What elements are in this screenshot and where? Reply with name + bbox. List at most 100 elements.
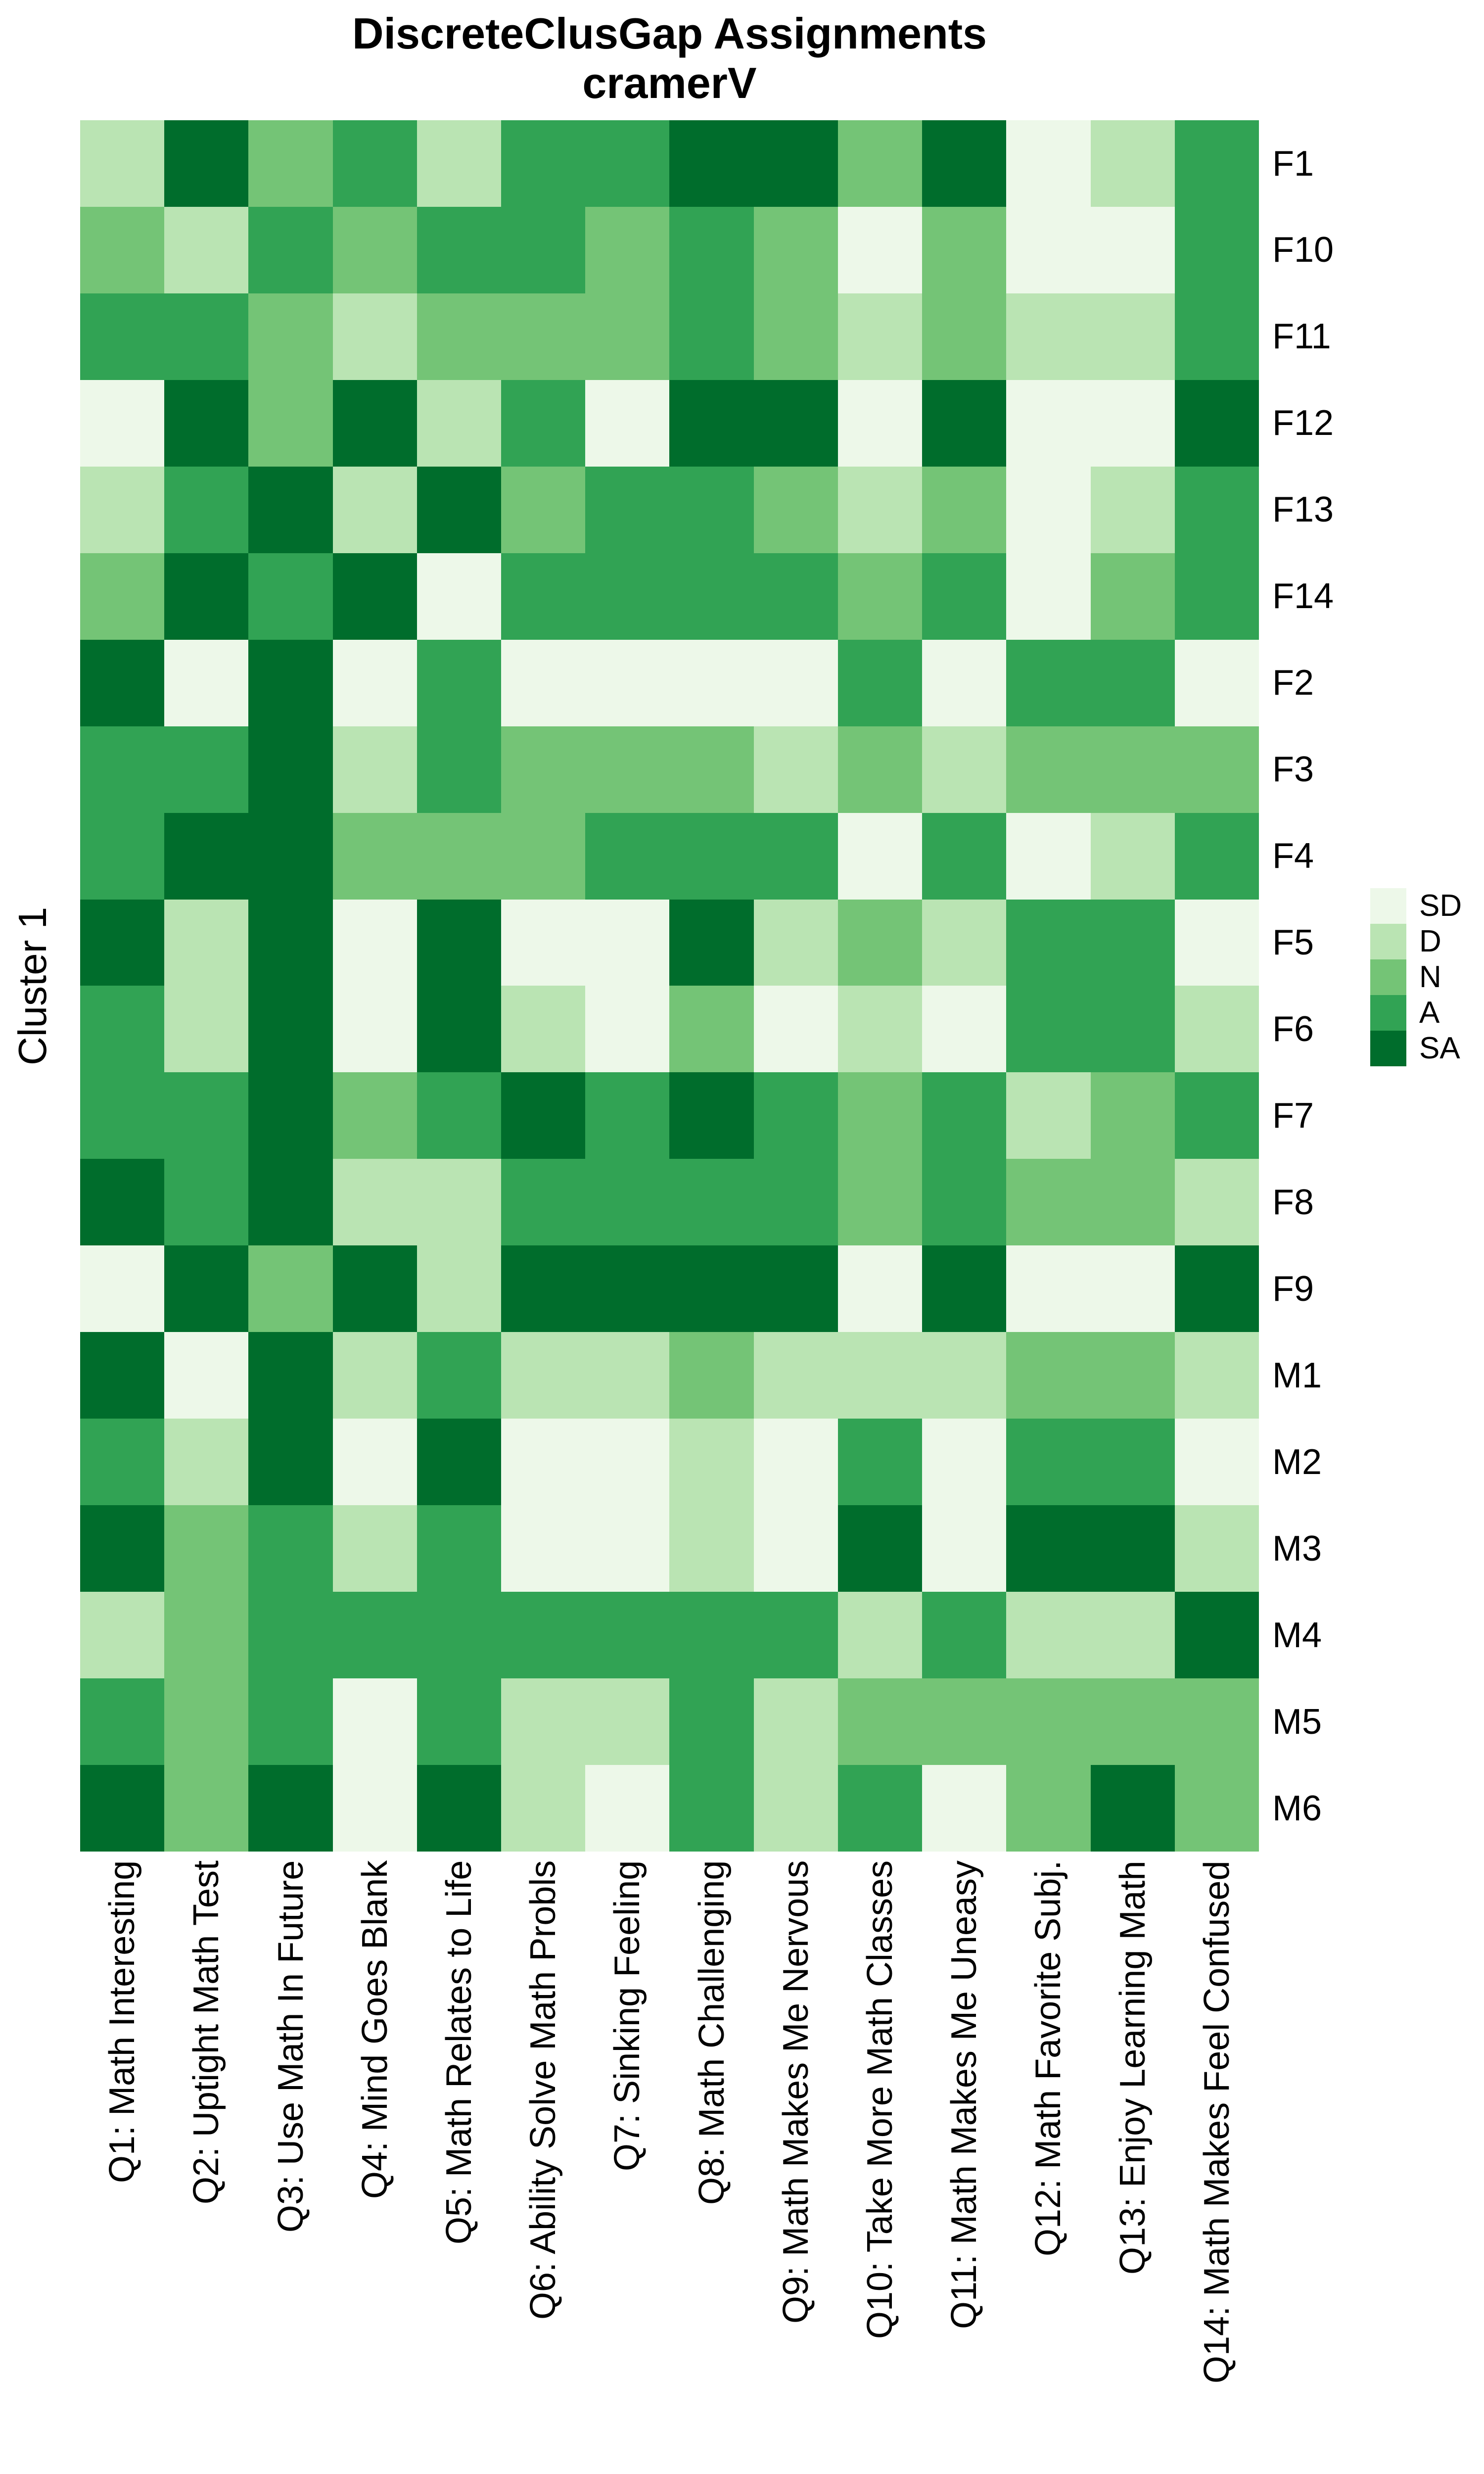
heatmap-cell: [922, 639, 1007, 726]
heatmap-cell: [332, 812, 417, 900]
row-label: F9: [1272, 1269, 1314, 1309]
heatmap-cell: [332, 1332, 417, 1419]
heatmap-cell: [164, 986, 249, 1073]
heatmap-cell: [80, 1678, 165, 1765]
heatmap-cell: [669, 293, 754, 380]
heatmap-cell: [332, 899, 417, 986]
heatmap-cell: [1090, 1332, 1175, 1419]
heatmap-cell: [164, 1592, 249, 1679]
heatmap-cell: [922, 380, 1007, 467]
heatmap-cell: [753, 812, 838, 900]
heatmap-cell: [501, 1765, 586, 1852]
heatmap-cell: [501, 466, 586, 553]
heatmap-cell: [1174, 120, 1259, 207]
heatmap-cell: [922, 553, 1007, 640]
heatmap-cell: [837, 1245, 923, 1332]
heatmap-cell: [585, 986, 670, 1073]
heatmap-cell: [332, 1419, 417, 1506]
row-label: F14: [1272, 576, 1334, 617]
row-label: F10: [1272, 230, 1334, 270]
heatmap-cell: [1090, 1072, 1175, 1159]
heatmap-cell: [248, 899, 333, 986]
heatmap-cell: [80, 553, 165, 640]
heatmap-cell: [1090, 120, 1175, 207]
heatmap-cell: [585, 1159, 670, 1246]
y-axis-title: Cluster 1: [10, 906, 54, 1065]
heatmap-cell: [669, 1159, 754, 1246]
heatmap-cell: [1090, 812, 1175, 900]
heatmap-cell: [332, 1592, 417, 1679]
heatmap-cell: [501, 726, 586, 813]
heatmap-cell: [1006, 1765, 1091, 1852]
heatmap-cell: [669, 120, 754, 207]
heatmap-cell: [1006, 1592, 1091, 1679]
row-label: F1: [1272, 143, 1314, 184]
heatmap-cell: [1174, 1678, 1259, 1765]
heatmap-cell: [332, 986, 417, 1073]
heatmap-cell: [922, 466, 1007, 553]
heatmap-cell: [837, 466, 923, 553]
legend-entry: D: [1370, 924, 1462, 959]
heatmap-cell: [922, 293, 1007, 380]
legend-key-swatch: [1370, 1031, 1406, 1066]
heatmap-cell: [1174, 553, 1259, 640]
column-label: Q9: Math Makes Me Nervous: [776, 1860, 816, 2324]
heatmap-cell: [248, 1159, 333, 1246]
heatmap-cell: [164, 1159, 249, 1246]
heatmap-cell: [164, 380, 249, 467]
heatmap-cell: [1006, 1159, 1091, 1246]
heatmap-cell: [753, 1678, 838, 1765]
heatmap-cell: [417, 553, 502, 640]
heatmap-cell: [669, 1332, 754, 1419]
row-label: M3: [1272, 1528, 1322, 1569]
heatmap-cell: [417, 1332, 502, 1419]
heatmap-cell: [585, 120, 670, 207]
heatmap-cell: [753, 986, 838, 1073]
heatmap-cell: [753, 1332, 838, 1419]
heatmap-cell: [248, 120, 333, 207]
heatmap-cell: [1090, 1592, 1175, 1679]
heatmap-cell: [837, 1159, 923, 1246]
heatmap-cell: [753, 466, 838, 553]
heatmap-cell: [417, 1592, 502, 1679]
heatmap-cell: [753, 1245, 838, 1332]
heatmap-cell: [669, 1419, 754, 1506]
heatmap-cell: [248, 293, 333, 380]
heatmap-cell: [669, 1765, 754, 1852]
heatmap-cell: [417, 1072, 502, 1159]
legend: SD D N A SA: [1370, 888, 1462, 1066]
heatmap-cell: [585, 466, 670, 553]
heatmap-cell: [1090, 466, 1175, 553]
row-label: F8: [1272, 1182, 1314, 1222]
row-label: M1: [1272, 1355, 1322, 1395]
row-label: M2: [1272, 1442, 1322, 1482]
heatmap-cell: [417, 293, 502, 380]
heatmap-cell: [417, 380, 502, 467]
heatmap-cell: [332, 1505, 417, 1592]
heatmap-cell: [1006, 380, 1091, 467]
heatmap-cell: [837, 899, 923, 986]
heatmap-cell: [332, 466, 417, 553]
heatmap-cell: [753, 120, 838, 207]
heatmap-cell: [1090, 1765, 1175, 1852]
column-label: Q12: Math Favorite Subj.: [1028, 1860, 1068, 2257]
column-label: Q5: Math Relates to Life: [439, 1860, 479, 2245]
heatmap-cell: [1006, 726, 1091, 813]
heatmap-cell: [164, 639, 249, 726]
heatmap-cell: [332, 1678, 417, 1765]
heatmap-cell: [669, 726, 754, 813]
legend-label: A: [1419, 996, 1440, 1030]
heatmap-cell: [417, 206, 502, 293]
heatmap-cell: [585, 1072, 670, 1159]
heatmap-cell: [922, 1332, 1007, 1419]
column-label: Q13: Enjoy Learning Math: [1113, 1860, 1153, 2275]
heatmap-cell: [332, 380, 417, 467]
heatmap-cell: [585, 380, 670, 467]
legend-key-swatch: [1370, 888, 1406, 924]
heatmap-cell: [1006, 466, 1091, 553]
heatmap-cell: [1006, 120, 1091, 207]
heatmap-cell: [1006, 1419, 1091, 1506]
row-label: M4: [1272, 1615, 1322, 1655]
heatmap-cell: [248, 1332, 333, 1419]
